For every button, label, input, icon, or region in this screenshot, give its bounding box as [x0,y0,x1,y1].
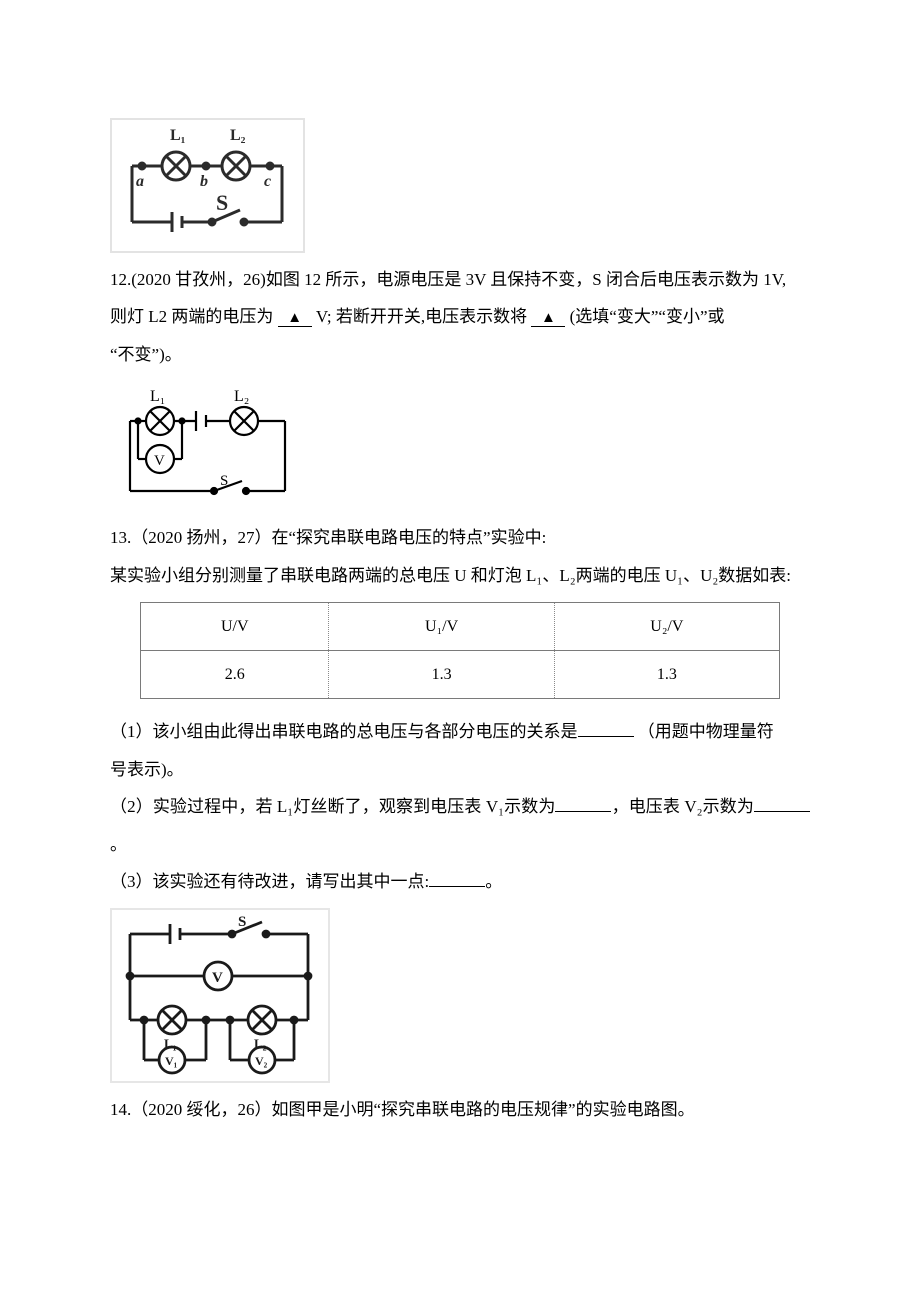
label-S-q13: S [238,914,246,930]
document-page: L₁ L₂ a b c S 12.(2020 甘孜州，26)如图 12 所示，电… [0,0,920,1189]
q14-text: 14.（2020 绥化，26）如图甲是小明“探究串联电路的电压规律”的实验电路图… [110,1091,810,1128]
q13-table: U/V U₁/V U₂/V 2.6 1.3 1.3 [140,602,780,699]
q13-p3b: 。 [485,872,502,891]
q13-blank4 [429,869,485,887]
fig-q11-circuit: L₁ L₂ a b c S [110,118,810,253]
circuit-svg-1: L₁ L₂ a b c S [110,118,305,253]
q13-p2: （2）实验过程中，若 L₁灯丝断了，观察到电压表 V₁示数为 ，电压表 V₂示数为… [110,788,810,863]
label-V2-q13: V₂ [255,1054,268,1068]
q13-p1a: （1）该小组由此得出串联电路的总电压与各部分电压的关系是 [110,722,578,741]
q13-p3: （3）该实验还有待改进，请写出其中一点: 。 [110,863,810,900]
th-U2: U₂/V [554,602,779,650]
label-c: c [264,173,271,190]
label-L1-q13: L₁ [164,1036,177,1051]
q13-p2b: ，电压表 V₂示数为 [611,797,754,816]
th-U1: U₁/V [329,602,554,650]
label-a: a [136,173,144,190]
q12-blank2: ▲ [531,311,565,327]
label-S-1: S [216,190,228,215]
q12-l2b: V; 若断开开关,电压表示数将 [316,307,527,326]
q13-p1b: （用题中物理量符 [638,722,774,741]
q13-p2c: 。 [110,835,127,854]
q13-p3a: （3）该实验还有待改进，请写出其中一点: [110,872,429,891]
q13-intro: 某实验小组分别测量了串联电路两端的总电压 U 和灯泡 L₁、L₂两端的电压 U₁… [110,557,810,594]
td-U2: 1.3 [554,651,779,699]
q12-l2c: (选填“变大”“变小”或 [570,307,725,326]
label-V-q13: V [212,970,223,986]
q12-line3: “不变”)。 [110,336,810,373]
q12-line2: 则灯 L2 两端的电压为 ▲ V; 若断开开关,电压表示数将 ▲ (选填“变大”… [110,298,810,335]
label-L1-top: L₁ [170,127,186,144]
q13-blank1 [578,719,634,737]
q13-blank3 [754,794,810,812]
q13-p1-line2: 号表示)。 [110,751,810,788]
td-U: 2.6 [141,651,329,699]
fig-q13-circuit: S V L₁ L₂ V₁ V₂ [110,908,810,1083]
td-U1: 1.3 [329,651,554,699]
q12-line1: 12.(2020 甘孜州，26)如图 12 所示，电源电压是 3V 且保持不变，… [110,261,810,298]
label-L2-top: L₂ [230,127,246,144]
circuit-svg-2: L₁ L₂ V S [110,381,310,511]
label-L2-q13: L₂ [254,1036,267,1051]
label-S-q12: S [220,473,228,489]
q13-p2a: （2）实验过程中，若 L₁灯丝断了，观察到电压表 V₁示数为 [110,797,555,816]
q13-p1-line1: （1）该小组由此得出串联电路的总电压与各部分电压的关系是 （用题中物理量符 [110,713,810,750]
q12-l2a: 则灯 L2 两端的电压为 [110,307,273,326]
q12-blank1: ▲ [278,311,312,327]
label-L2-q12: L₂ [234,388,249,405]
label-L1-q12: L₁ [150,388,165,405]
table-row: 2.6 1.3 1.3 [141,651,780,699]
label-V1-q13: V₁ [165,1054,178,1068]
fig-q12-circuit: L₁ L₂ V S [110,381,810,511]
label-b: b [200,173,208,190]
circuit-svg-3: S V L₁ L₂ V₁ V₂ [110,908,330,1083]
q13-blank2 [555,794,611,812]
table-row: U/V U₁/V U₂/V [141,602,780,650]
th-U: U/V [141,602,329,650]
q13-title: 13.（2020 扬州，27）在“探究串联电路电压的特点”实验中: [110,519,810,556]
label-V-q12: V [154,453,165,469]
